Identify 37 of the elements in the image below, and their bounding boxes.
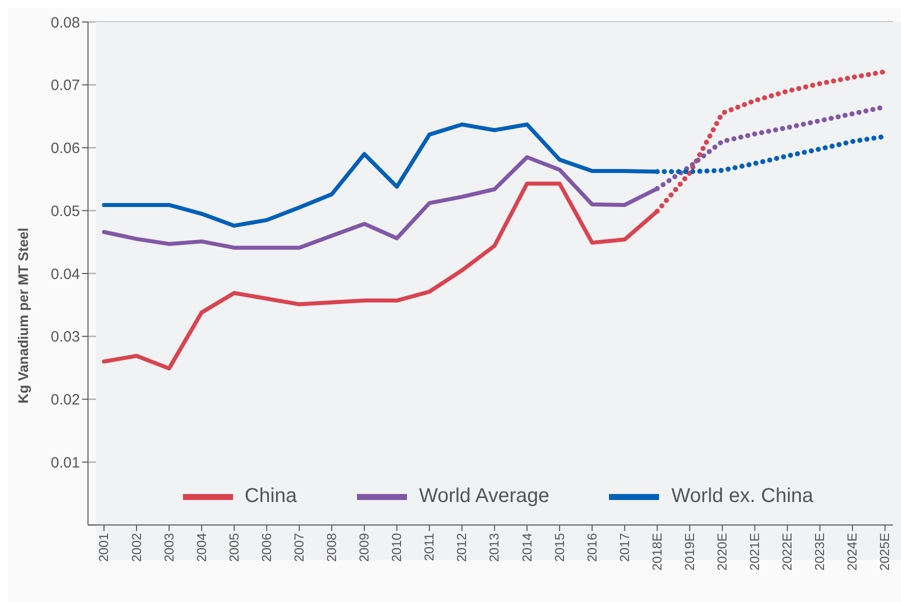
x-tick-label: 2014: [519, 533, 534, 562]
x-tick-label: 2023E: [812, 532, 828, 571]
x-tick-label: 2004: [194, 533, 209, 562]
x-tick-label: 2024E: [844, 532, 860, 571]
x-tick-label: 2005: [226, 533, 242, 562]
x-tick-label: 2019E: [682, 532, 697, 571]
x-tick-label: 2003: [161, 533, 176, 562]
x-tick-label: 2013: [486, 533, 502, 562]
legend-label: World Average: [418, 485, 550, 508]
x-tick-label: 2009: [356, 533, 372, 562]
legend-label: World ex. China: [671, 485, 814, 508]
x-tick-label: 2018E: [649, 532, 664, 571]
y-axis-title: Kg Vanadium per MT Steel: [14, 228, 31, 404]
x-tick-label: 2020E: [714, 532, 730, 571]
y-tick-label: 0.01: [50, 454, 80, 472]
y-tick-label: 0.06: [50, 140, 80, 158]
x-tick-label: 2017: [616, 533, 632, 562]
y-tick-label: 0.02: [50, 392, 80, 409]
x-tick-label: 2021E: [747, 532, 762, 571]
legend-label: China: [244, 485, 297, 508]
x-tick-label: 2001: [96, 533, 112, 562]
y-tick-label: 0.07: [50, 77, 80, 94]
x-tick-label: 2012: [454, 533, 470, 562]
x-tick-label: 2008: [324, 533, 340, 562]
x-tick-label: 2010: [389, 533, 404, 562]
x-tick-label: 2015: [552, 533, 567, 562]
y-tick-label: 0.04: [50, 266, 80, 283]
x-tick-label: 2016: [584, 533, 600, 562]
x-tick-label: 2025E: [877, 532, 892, 571]
x-tick-label: 2007: [291, 533, 306, 562]
y-tick-label: 0.08: [50, 14, 80, 32]
y-tick-label: 0.03: [50, 328, 80, 346]
y-tick-label: 0.05: [50, 202, 80, 220]
x-tick-label: 2006: [258, 533, 274, 562]
x-tick-label: 2002: [128, 533, 144, 562]
x-tick-label: 2011: [422, 533, 437, 561]
x-tick-label: 2022E: [780, 532, 795, 571]
